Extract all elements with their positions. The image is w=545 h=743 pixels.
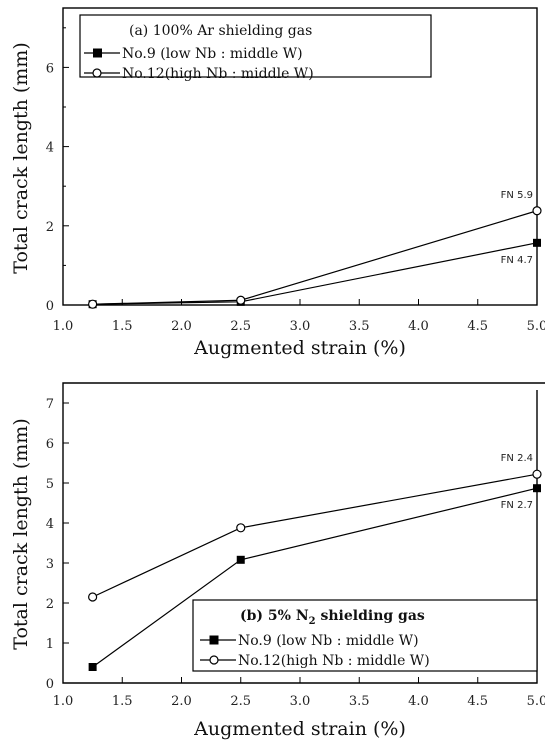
annotation-a-0: FN 5.9 — [501, 190, 533, 201]
point-a-1-2 — [532, 206, 542, 216]
point-b-0-0 — [88, 663, 97, 671]
point-a-1-0 — [88, 299, 98, 309]
x-axis-title-a: Augmented strain (%) — [193, 337, 406, 359]
series-line-a-0 — [92, 242, 538, 305]
y-tick-label-b-5: 5 — [46, 477, 54, 492]
legend-a: (a) 100% Ar shielding gas No.9 (low Nb :… — [79, 14, 432, 82]
x-tick-label-a-0: 1.0 — [53, 319, 74, 334]
y-tick-label-a-0: 0 — [46, 299, 54, 314]
x-tick-label-b-3: 2.5 — [230, 694, 251, 709]
legend-title-a: (a) 100% Ar shielding gas — [129, 23, 312, 39]
panel-b: 1.0 1.5 2.0 2.5 3.0 3.5 4.0 4.5 5.0 0 1 2 3 4 5 6 7 FN 2… — [10, 382, 545, 740]
x-tick-label-b-1: 1.5 — [112, 694, 133, 709]
x-tick-label-a-2: 2.0 — [171, 319, 192, 334]
point-a-0-2 — [533, 238, 541, 247]
x-tick-label-b-4: 3.0 — [290, 694, 311, 709]
point-a-1-1 — [236, 295, 246, 305]
legend-marker-no9-b — [209, 635, 219, 645]
axes-a: 1.0 1.5 2.0 2.5 3.0 3.5 4.0 4.5 5.0 0 2 4 6 — [46, 27, 545, 334]
y-tick-label-b-7: 7 — [46, 397, 54, 412]
x-tick-label-b-7: 4.5 — [467, 694, 488, 709]
legend-title-b: (b) 5% N2 shielding gas — [240, 608, 425, 627]
legend-label-no9-b: No.9 (low Nb : middle W) — [238, 633, 419, 649]
point-b-1-1 — [236, 523, 246, 533]
x-tick-label-b-0: 1.0 — [53, 694, 74, 709]
y-tick-label-a-1: 2 — [46, 220, 54, 235]
y-tick-label-b-3: 3 — [46, 557, 54, 572]
y-tick-label-b-0: 0 — [46, 677, 54, 692]
legend-marker-no12-b — [209, 655, 219, 665]
x-tick-label-a-3: 2.5 — [230, 319, 251, 334]
x-tick-label-b-2: 2.0 — [171, 694, 192, 709]
y-tick-label-b-6: 6 — [46, 437, 54, 452]
point-b-0-1 — [236, 555, 245, 564]
y-axis-title-a: Total crack length (mm) — [10, 42, 32, 273]
x-tick-label-b-6: 4.0 — [408, 694, 429, 709]
point-b-1-0 — [88, 592, 98, 602]
y-tick-label-b-4: 4 — [46, 517, 54, 532]
point-b-1-2 — [532, 469, 542, 479]
legend-box-a — [79, 14, 432, 78]
annotation-b-1: FN 2.7 — [501, 500, 533, 511]
legend-label-no9-a: No.9 (low Nb : middle W) — [122, 46, 303, 62]
series-a — [88, 206, 542, 309]
y-tick-label-a-3: 6 — [46, 61, 54, 76]
legend-label-no12-b: No.12(high Nb : middle W) — [238, 653, 430, 669]
x-tick-label-a-7: 4.5 — [467, 319, 488, 334]
annotation-b-0: FN 2.4 — [501, 453, 533, 464]
y-tick-label-b-2: 2 — [46, 597, 54, 612]
x-tick-label-a-5: 3.5 — [349, 319, 370, 334]
x-tick-label-a-1: 1.5 — [112, 319, 133, 334]
series-line-b-1 — [92, 473, 538, 598]
y-axis-title-b: Total crack length (mm) — [10, 418, 32, 649]
point-b-0-2 — [533, 484, 541, 493]
legend-marker-no9-a — [93, 48, 102, 58]
x-tick-label-a-8: 5.0 — [527, 319, 545, 334]
x-axis-title-b: Augmented strain (%) — [193, 718, 406, 740]
series-line-a-1 — [92, 210, 538, 305]
legend-label-no12-a: No.12(high Nb : middle W) — [122, 66, 314, 82]
legend-box-b — [192, 599, 538, 672]
x-tick-label-b-8: 5.0 — [527, 694, 545, 709]
axes-b: 1.0 1.5 2.0 2.5 3.0 3.5 4.0 4.5 5.0 0 1 2 3 4 5 6 7 — [46, 397, 545, 709]
y-tick-label-b-1: 1 — [46, 637, 54, 652]
annotations-b: FN 2.4 FN 2.7 — [501, 453, 533, 511]
x-tick-label-a-6: 4.0 — [408, 319, 429, 334]
y-tick-label-a-2: 4 — [46, 141, 54, 156]
x-tick-label-b-5: 3.5 — [349, 694, 370, 709]
annotations-a: FN 5.9 FN 4.7 — [501, 190, 533, 266]
annotation-a-1: FN 4.7 — [501, 255, 533, 266]
legend-b: (b) 5% N2 shielding gas No.9 (low Nb : m… — [192, 599, 538, 672]
series-b — [88, 469, 542, 671]
x-tick-label-a-4: 3.0 — [290, 319, 311, 334]
legend-marker-no12-a — [92, 68, 102, 78]
